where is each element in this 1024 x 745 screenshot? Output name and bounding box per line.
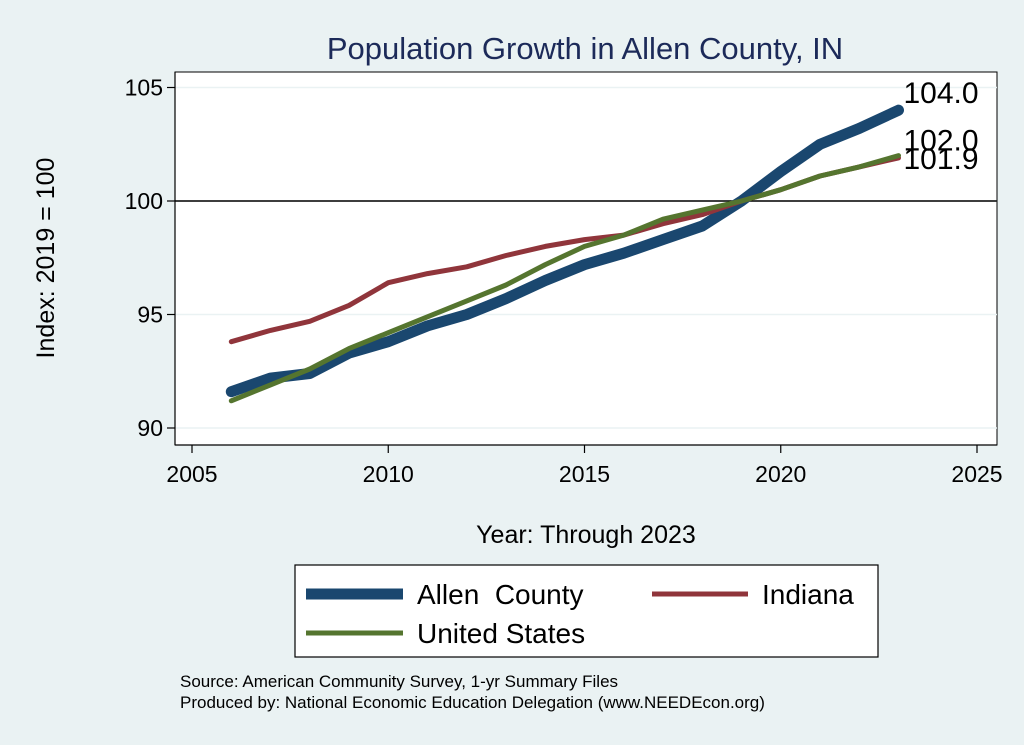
source-note: Source: American Community Survey, 1-yr … [180, 672, 618, 691]
y-tick-label-100: 100 [125, 188, 163, 214]
legend: Allen County Indiana United States [294, 564, 879, 658]
x-axis-title: Year: Through 2023 [476, 521, 696, 549]
chart-title: Population Growth in Allen County, IN [327, 31, 843, 66]
y-axis-title: Index: 2019 = 100 [32, 158, 60, 359]
x-tick-label-2025: 2025 [951, 461, 1002, 487]
produced-by-note: Produced by: National Economic Education… [180, 693, 765, 712]
x-tick-label-2005: 2005 [166, 461, 217, 487]
series-line-united-states [228, 153, 901, 404]
end-label-allen-county: 104.0 [904, 77, 979, 110]
y-tick-label-95: 95 [137, 302, 163, 328]
axes [174, 72, 997, 446]
end-label-indiana: 101.9 [904, 143, 979, 176]
x-tick-label-2010: 2010 [363, 461, 414, 487]
legend-label-united-states: United States [417, 618, 585, 649]
x-tick-label-2020: 2020 [755, 461, 806, 487]
y-tick-label-90: 90 [137, 415, 163, 441]
end-label-united-states: 102.0 [904, 125, 979, 158]
axis-ticks: 90 95 100 105 2005 2010 2015 2020 2025 [125, 75, 1003, 488]
legend-label-indiana: Indiana [762, 579, 854, 610]
y-tick-label-105: 105 [125, 75, 163, 101]
legend-label-allen-county: Allen County [417, 579, 584, 610]
series-lines [225, 104, 904, 404]
series-line-allen-county [225, 104, 904, 398]
x-tick-label-2015: 2015 [559, 461, 610, 487]
legend-box [294, 564, 879, 658]
